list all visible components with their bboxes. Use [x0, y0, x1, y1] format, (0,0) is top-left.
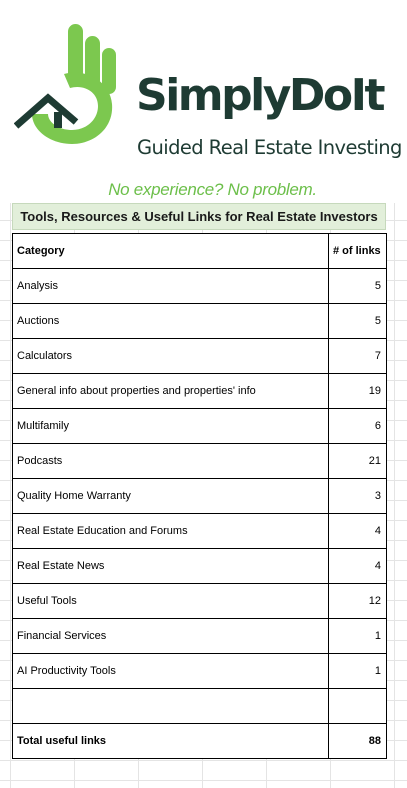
table-row-empty [12, 688, 387, 724]
table-row: General info about properties and proper… [12, 373, 387, 409]
header-row: Category # of links [12, 233, 387, 269]
category-cell[interactable] [12, 688, 329, 724]
table-row: Analysis 5 [12, 268, 387, 304]
table-row: AI Productivity Tools 1 [12, 653, 387, 689]
table-row: Real Estate News 4 [12, 548, 387, 584]
table-row: Multifamily 6 [12, 408, 387, 444]
links-cell[interactable]: 3 [328, 478, 387, 514]
links-cell[interactable]: 21 [328, 443, 387, 479]
category-cell[interactable]: Calculators [12, 338, 329, 374]
category-cell[interactable]: AI Productivity Tools [12, 653, 329, 689]
hand-house-logo-icon [14, 24, 116, 144]
table-row: Real Estate Education and Forums 4 [12, 513, 387, 549]
brand-name: SimplyDoIt [136, 70, 386, 121]
category-cell[interactable]: Real Estate Education and Forums [12, 513, 329, 549]
links-cell[interactable]: 7 [328, 338, 387, 374]
category-cell[interactable]: General info about properties and proper… [12, 373, 329, 409]
column-header-category[interactable]: Category [12, 233, 329, 269]
category-cell[interactable]: Useful Tools [12, 583, 329, 619]
links-cell[interactable]: 1 [328, 618, 387, 654]
table-row: Quality Home Warranty 3 [12, 478, 387, 514]
links-cell[interactable]: 6 [328, 408, 387, 444]
links-cell[interactable]: 5 [328, 268, 387, 304]
links-cell[interactable]: 4 [328, 513, 387, 549]
links-table: Category # of links Analysis 5 Auctions 5 … [12, 233, 387, 759]
category-cell[interactable]: Quality Home Warranty [12, 478, 329, 514]
brand-subtitle: Guided Real Estate Investing [137, 136, 402, 159]
total-row: Total useful links 88 [12, 723, 387, 759]
table-row: Useful Tools 12 [12, 583, 387, 619]
total-label[interactable]: Total useful links [12, 723, 329, 759]
table-row: Financial Services 1 [12, 618, 387, 654]
links-cell[interactable]: 12 [328, 583, 387, 619]
category-cell[interactable]: Multifamily [12, 408, 329, 444]
category-cell[interactable]: Financial Services [12, 618, 329, 654]
links-cell[interactable] [328, 688, 387, 724]
tagline: No experience? No problem. [108, 180, 317, 199]
column-header-links[interactable]: # of links [328, 233, 387, 269]
links-cell[interactable]: 19 [328, 373, 387, 409]
links-cell[interactable]: 1 [328, 653, 387, 689]
category-cell[interactable]: Analysis [12, 268, 329, 304]
table-row: Auctions 5 [12, 303, 387, 339]
table-row: Podcasts 21 [12, 443, 387, 479]
sheet-title: Tools, Resources & Useful Links for Real… [12, 203, 386, 230]
category-cell[interactable]: Real Estate News [12, 548, 329, 584]
category-cell[interactable]: Auctions [12, 303, 329, 339]
category-cell[interactable]: Podcasts [12, 443, 329, 479]
links-cell[interactable]: 4 [328, 548, 387, 584]
table-row: Calculators 7 [12, 338, 387, 374]
logo-block: SimplyDoIt Guided Real Estate Investing … [0, 0, 407, 203]
total-value[interactable]: 88 [328, 723, 387, 759]
links-cell[interactable]: 5 [328, 303, 387, 339]
